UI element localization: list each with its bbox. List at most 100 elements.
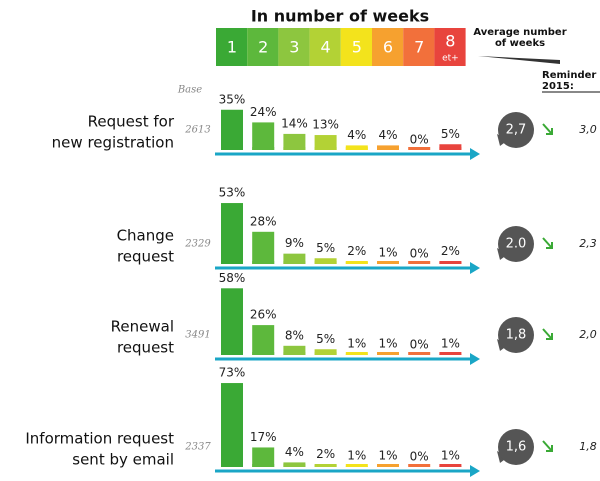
scale-label: 6 — [383, 38, 393, 57]
value-label: 2% — [441, 244, 460, 258]
value-label: 2% — [316, 447, 335, 461]
reminder-header: 2015: — [542, 81, 574, 92]
scale-label: 3 — [289, 38, 299, 57]
value-label: 58% — [219, 271, 246, 285]
value-label: 0% — [410, 133, 429, 147]
trend-arrow — [542, 123, 553, 135]
reminder-value: 2,0 — [579, 328, 597, 341]
average-value: 2,7 — [506, 123, 527, 138]
group-label: request — [117, 248, 174, 266]
reminder-header: Reminder — [542, 70, 596, 81]
trend-arrow — [542, 328, 553, 340]
bar-foot — [345, 261, 368, 264]
value-label: 73% — [219, 366, 246, 380]
bar-foot — [439, 352, 462, 355]
base-value: 2613 — [184, 125, 210, 136]
scale-box — [216, 28, 248, 66]
value-label: 1% — [378, 336, 397, 350]
value-label: 4% — [378, 128, 397, 142]
value-label: 8% — [285, 328, 304, 342]
bar-foot — [377, 464, 399, 467]
scale-box — [434, 28, 466, 66]
bar-foot — [221, 464, 243, 467]
bar — [283, 133, 306, 150]
value-label: 5% — [316, 241, 335, 255]
bar-foot — [283, 352, 306, 355]
value-label: 35% — [219, 92, 246, 106]
bar-foot — [221, 147, 243, 150]
bar — [252, 325, 275, 355]
reminder-value: 1,8 — [579, 440, 597, 453]
bar-foot — [377, 352, 399, 355]
group-label: sent by email — [72, 451, 174, 469]
value-label: 24% — [250, 105, 277, 119]
reminder-value: 2,3 — [579, 237, 597, 250]
scale-box — [403, 28, 435, 66]
bar-foot — [252, 352, 275, 355]
bar-foot — [314, 147, 337, 150]
scale-box — [372, 28, 404, 66]
scale-label: 4 — [321, 38, 331, 57]
bar-foot — [439, 147, 462, 150]
scale-label: 1 — [227, 38, 237, 57]
bar-foot — [252, 464, 275, 467]
bar — [252, 231, 275, 264]
scale-label: 2 — [258, 38, 268, 57]
value-label: 4% — [347, 128, 366, 142]
scale-label: 5 — [352, 38, 362, 57]
scale-note: et+ — [442, 54, 459, 64]
scale-box — [309, 28, 341, 66]
bar-foot — [314, 464, 337, 467]
bar-foot — [283, 261, 306, 264]
bar-foot — [283, 464, 306, 467]
base-header: Base — [177, 85, 202, 96]
value-label: 0% — [410, 450, 429, 464]
value-label: 2% — [347, 244, 366, 258]
value-label: 4% — [285, 445, 304, 459]
value-label: 13% — [312, 118, 339, 132]
scale-label: 7 — [414, 38, 424, 57]
scale-box — [340, 28, 372, 66]
bar — [252, 122, 275, 150]
bar — [314, 135, 337, 150]
bar-foot — [439, 464, 462, 467]
value-label: 0% — [410, 247, 429, 261]
value-label: 14% — [281, 116, 308, 130]
value-label: 26% — [250, 308, 277, 322]
value-label: 17% — [250, 430, 277, 444]
bar-foot — [345, 352, 368, 355]
value-label: 53% — [219, 186, 246, 200]
bar-foot — [408, 147, 431, 150]
average-value: 1,8 — [506, 328, 527, 343]
value-label: 28% — [250, 214, 277, 228]
bar-foot — [377, 147, 399, 150]
bar-foot — [221, 261, 243, 264]
bar-foot — [408, 352, 431, 355]
scale-box — [278, 28, 310, 66]
bar-foot — [345, 464, 368, 467]
average-value: 1,6 — [506, 440, 527, 455]
average-bubble — [498, 429, 534, 465]
bar-foot — [314, 352, 337, 355]
base-value: 2329 — [184, 239, 211, 250]
average-wedge — [478, 56, 560, 64]
scale-box — [247, 28, 279, 66]
average-value: 2.0 — [506, 237, 527, 252]
average-bubble — [498, 226, 534, 262]
average-header: Average number — [473, 27, 566, 38]
bar — [252, 447, 275, 467]
reminder-value: 3,0 — [579, 123, 597, 136]
group-label: Renewal — [111, 318, 174, 336]
group-label: new registration — [52, 134, 174, 152]
bar-foot — [252, 261, 275, 264]
scale-label: 8 — [445, 32, 455, 51]
bar-foot — [252, 147, 275, 150]
bar-foot — [377, 261, 399, 264]
bar — [283, 253, 306, 264]
average-header: of weeks — [495, 38, 545, 49]
bar — [221, 109, 243, 150]
trend-arrow — [542, 440, 553, 452]
average-bubble — [498, 112, 534, 148]
title: In number of weeks — [251, 7, 429, 26]
